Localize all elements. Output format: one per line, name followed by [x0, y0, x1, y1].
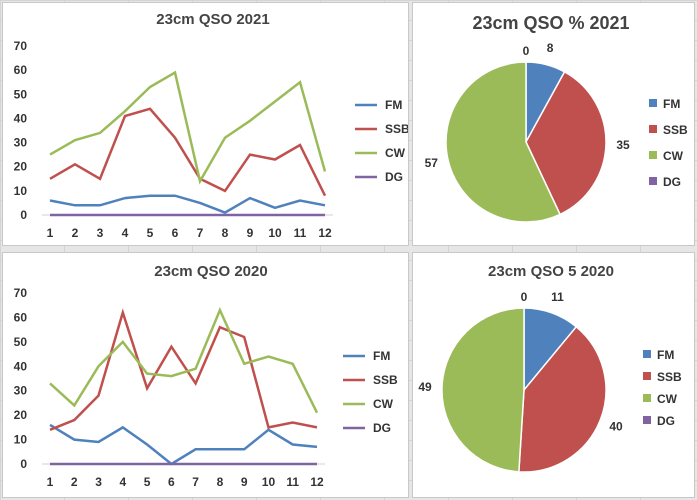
legend-swatch-fm [649, 99, 657, 107]
pie-slice-ssb [518, 325, 607, 473]
y-tick-label: 20 [14, 408, 28, 422]
data-label-cw: 49 [418, 380, 432, 394]
data-label-ssb: 35 [616, 138, 630, 152]
legend-label-dg: DG [663, 175, 681, 189]
y-tick-label: 10 [14, 433, 28, 447]
chart-title: 23cm QSO % 2021 [472, 13, 629, 33]
legend-label-cw: CW [373, 397, 394, 411]
legend-label-fm: FM [657, 348, 674, 362]
series-line-cw [49, 70, 327, 185]
pie-chart-2021: 23cm QSO % 2021 8 35 57 0 FM SSB CW DG [425, 13, 688, 223]
x-tick-label: 8 [217, 475, 224, 489]
pie-slice-ssb [525, 70, 607, 216]
legend-label-dg: DG [385, 170, 403, 184]
legend-swatch-cw [649, 151, 657, 159]
legend-label-ssb: SSB [663, 123, 688, 137]
legend-swatch-dg [649, 177, 657, 185]
x-tick-label: 1 [47, 226, 54, 240]
legend-label-cw: CW [663, 149, 684, 163]
series-line-fm [49, 194, 326, 214]
series-line-ssb [49, 308, 318, 431]
series-line-fm [49, 423, 318, 466]
x-tick-label: 6 [168, 475, 175, 489]
x-tick-label: 1 [47, 475, 54, 489]
legend-label-fm: FM [373, 349, 390, 363]
x-tick-label: 5 [147, 226, 154, 240]
y-tick-label: 70 [14, 286, 28, 300]
y-tick-label: 50 [14, 335, 28, 349]
x-tick-label: 2 [72, 226, 79, 240]
x-tick-label: 3 [97, 226, 104, 240]
x-tick-label: 12 [318, 226, 332, 240]
y-tick-label: 40 [14, 359, 28, 373]
chart-title: 23cm QSO 2020 [154, 263, 267, 280]
data-label-fm: 8 [547, 41, 554, 55]
y-tick-label: 20 [14, 160, 28, 174]
x-tick-label: 11 [294, 226, 307, 240]
legend-label-fm: FM [663, 97, 680, 111]
x-tick-label: 12 [310, 475, 324, 489]
y-tick-label: 70 [14, 39, 28, 53]
y-tick-label: 0 [20, 457, 27, 471]
legend-swatch-fm [643, 350, 651, 358]
legend-swatch-cw [643, 394, 651, 402]
x-tick-label: 8 [222, 226, 229, 240]
x-tick-label: 9 [241, 475, 248, 489]
line-chart-2021-panel: 23cm QSO 2021 0 10 20 30 40 50 60 70 1 2 3 4 5 6 7 8 9 10 1… [2, 2, 409, 246]
y-tick-label: 60 [14, 63, 28, 77]
data-label-fm: 11 [551, 290, 564, 304]
x-tick-label: 4 [119, 475, 126, 489]
legend-swatch-ssb [649, 125, 657, 133]
x-tick-label: 10 [268, 226, 282, 240]
x-tick-label: 10 [262, 475, 276, 489]
x-tick-label: 3 [95, 475, 102, 489]
legend-label-ssb: SSB [385, 122, 408, 136]
pie-slice-cw [441, 307, 525, 473]
legend-label-cw: CW [657, 392, 678, 406]
chart-title: 23cm QSO 2021 [156, 11, 269, 28]
legend-label-dg: DG [657, 414, 675, 428]
data-label-dg: 0 [523, 44, 530, 58]
series-line-ssb [49, 107, 327, 197]
data-label-cw: 57 [425, 156, 439, 170]
legend-label-cw: CW [385, 146, 406, 160]
x-tick-label: 7 [192, 475, 199, 489]
y-tick-label: 30 [14, 384, 28, 398]
pie-slice-cw [445, 61, 562, 223]
pie-chart-2020-panel: 23cm QSO 5 2020 11 40 49 0 FM SSB CW DG [412, 252, 695, 498]
x-tick-label: 5 [144, 475, 151, 489]
y-tick-label: 60 [14, 310, 28, 324]
y-tick-label: 40 [14, 111, 28, 125]
legend-swatch-ssb [643, 372, 651, 380]
y-tick-label: 50 [14, 87, 28, 101]
data-label-ssb: 40 [609, 419, 623, 433]
x-tick-label: 7 [197, 226, 204, 240]
series-line-cw [49, 306, 319, 414]
line-chart-2020-panel: 23cm QSO 2020 0 10 20 30 40 50 60 70 1 2 3 4 5 6 7 8 9 10 1… [2, 252, 409, 498]
legend-label-fm: FM [385, 98, 402, 112]
x-tick-label: 6 [172, 226, 179, 240]
x-tick-label: 2 [71, 475, 78, 489]
legend-label-ssb: SSB [373, 373, 398, 387]
data-label-dg: 0 [521, 290, 528, 304]
pie-chart-2021-panel: 23cm QSO % 2021 8 35 57 0 FM SSB CW DG [412, 2, 695, 246]
y-tick-label: 10 [14, 184, 28, 198]
y-tick-label: 0 [20, 208, 27, 222]
y-tick-label: 30 [14, 136, 28, 150]
chart-title: 23cm QSO 5 2020 [488, 263, 614, 280]
legend-swatch-dg [643, 416, 651, 424]
x-tick-label: 9 [247, 226, 254, 240]
pie-chart-2020: 23cm QSO 5 2020 11 40 49 0 FM SSB CW DG [418, 263, 682, 473]
x-tick-label: 4 [122, 226, 129, 240]
legend-label-dg: DG [373, 421, 391, 435]
x-tick-label: 11 [286, 475, 299, 489]
legend-label-ssb: SSB [657, 370, 682, 384]
